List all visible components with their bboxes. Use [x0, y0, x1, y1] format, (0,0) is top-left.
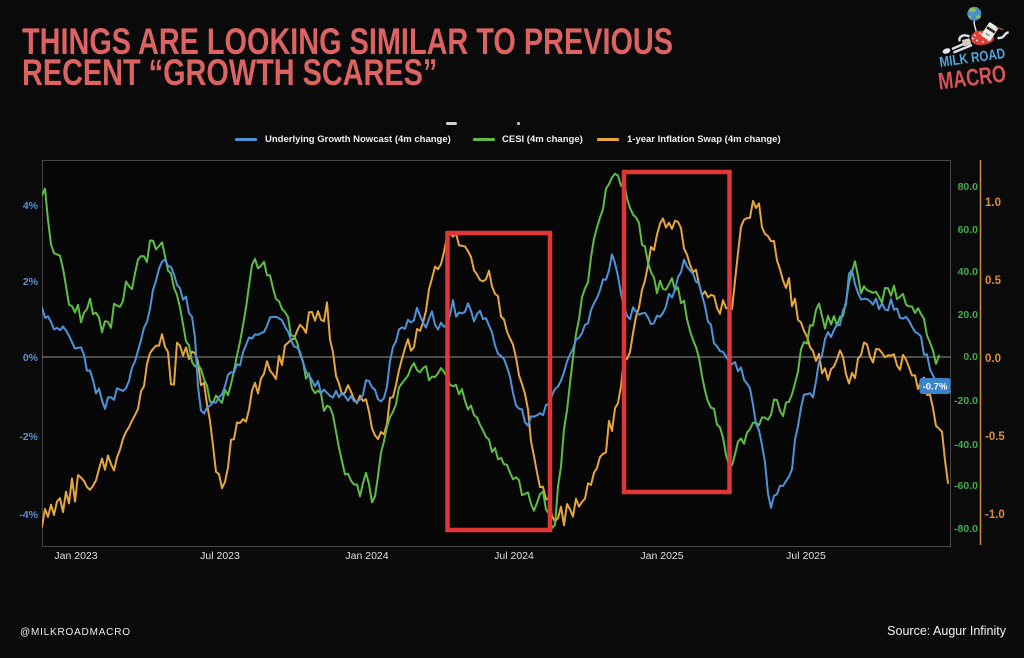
svg-text:Jan 2025: Jan 2025: [640, 550, 683, 562]
svg-text:4%: 4%: [23, 200, 39, 212]
svg-text:-0.5: -0.5: [985, 431, 1005, 443]
svg-text:-4%: -4%: [19, 509, 38, 521]
svg-text:80.0: 80.0: [958, 181, 979, 193]
svg-text:-1.0: -1.0: [985, 509, 1005, 521]
svg-text:Jul 2024: Jul 2024: [494, 550, 534, 562]
svg-text:-0.7%: -0.7%: [923, 382, 948, 393]
svg-text:-2%: -2%: [19, 431, 38, 443]
svg-text:Jul 2023: Jul 2023: [200, 550, 240, 562]
svg-text:0.0: 0.0: [963, 351, 978, 363]
svg-text:0%: 0%: [23, 352, 39, 364]
svg-text:Jan 2023: Jan 2023: [54, 550, 97, 562]
svg-text:-20.0: -20.0: [954, 395, 978, 407]
svg-text:2%: 2%: [23, 276, 39, 288]
svg-text:0.5: 0.5: [985, 275, 1002, 287]
svg-text:60.0: 60.0: [958, 224, 979, 236]
svg-text:20.0: 20.0: [958, 309, 979, 321]
svg-text:-80.0: -80.0: [954, 523, 978, 535]
svg-text:0.0: 0.0: [985, 353, 1001, 365]
svg-text:Jul 2025: Jul 2025: [786, 550, 826, 562]
svg-text:-60.0: -60.0: [954, 480, 978, 492]
svg-text:1.0: 1.0: [985, 197, 1001, 209]
svg-text:40.0: 40.0: [958, 266, 979, 278]
svg-text:-40.0: -40.0: [954, 439, 978, 451]
svg-text:Jan 2024: Jan 2024: [345, 550, 388, 562]
